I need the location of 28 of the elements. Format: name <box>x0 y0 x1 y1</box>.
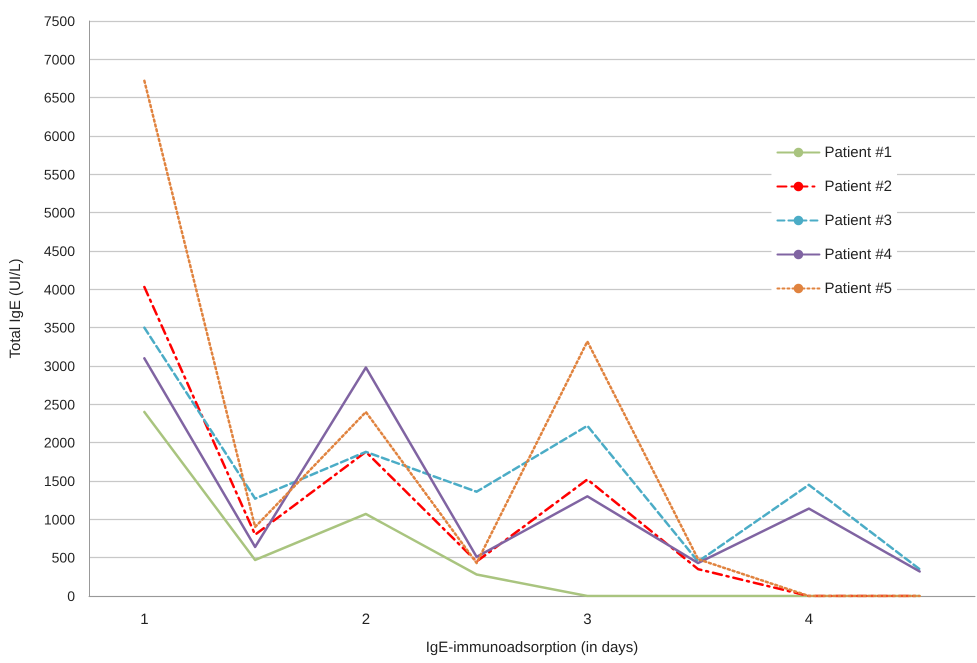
y-tick-label: 6500 <box>44 90 76 106</box>
x-tick-label: 2 <box>362 611 370 628</box>
y-axis-title: Total IgE (UI/L) <box>7 258 24 359</box>
x-tick-label: 4 <box>804 611 814 628</box>
y-tick-label: 500 <box>52 550 76 566</box>
line-series <box>143 80 921 598</box>
y-tick-label: 4500 <box>44 243 76 259</box>
x-tick-label: 1 <box>140 611 149 628</box>
y-tick-label: 4000 <box>44 281 76 298</box>
y-tick-label: 7000 <box>44 51 76 68</box>
y-tick-label: 5500 <box>44 166 76 182</box>
legend-label: Patient #4 <box>824 246 892 263</box>
y-tick-label: 6000 <box>44 128 76 144</box>
y-tick-label: 3500 <box>44 320 76 336</box>
x-tick-label: 3 <box>583 611 592 628</box>
legend-label: Patient #1 <box>824 144 892 161</box>
y-tick-label: 7500 <box>44 13 76 29</box>
legend-label: Patient #5 <box>824 280 892 297</box>
legend-label: Patient #2 <box>824 178 892 195</box>
y-tick-label: 2500 <box>44 396 76 412</box>
y-tick-label: 5000 <box>44 204 76 221</box>
y-tick-label: 2000 <box>44 434 76 451</box>
y-tick-label: 3000 <box>44 358 76 374</box>
x-axis-title: IgE-immunoadsorption (in days) <box>426 639 638 656</box>
y-tick-label: 0 <box>67 588 76 604</box>
y-tick-label: 1500 <box>44 473 76 489</box>
y-tick-label: 1000 <box>44 511 76 528</box>
legend-label: Patient #3 <box>824 212 892 229</box>
